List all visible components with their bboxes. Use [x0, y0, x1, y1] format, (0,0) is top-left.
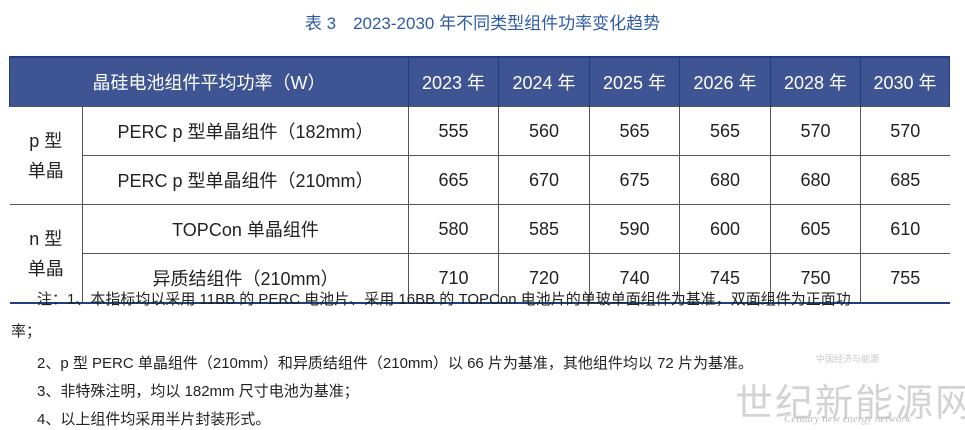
value-cell: 710	[408, 253, 499, 304]
value-cell: 680	[679, 155, 771, 205]
header-label: 晶硅电池组件平均功率（W）	[9, 57, 409, 107]
value-cell: 565	[589, 106, 680, 156]
group-label: p 型 单晶	[9, 106, 83, 205]
value-cell: 680	[770, 155, 861, 205]
year-header: 2024 年	[498, 57, 590, 107]
value-cell: 580	[408, 204, 499, 254]
value-cell: 750	[770, 253, 861, 304]
year-header: 2030 年	[860, 57, 950, 107]
year-header: 2026 年	[679, 57, 771, 107]
row-label: PERC p 型单晶组件（210mm）	[82, 155, 409, 205]
table-row: PERC p 型单晶组件（210mm） 665 670 675 680 680 …	[10, 155, 950, 205]
note-line: 注：1、本指标均以采用 11BB 的 PERC 电池片、采用 16BB 的 TO…	[37, 291, 851, 308]
value-cell: 605	[770, 204, 861, 254]
value-cell: 590	[589, 204, 680, 254]
table-row: 异质结组件（210mm） 710 720 740 745 750 755	[10, 253, 950, 304]
value-cell: 560	[498, 106, 590, 156]
value-cell: 755	[860, 253, 950, 304]
value-cell: 570	[860, 106, 950, 156]
value-cell: 745	[679, 253, 771, 304]
watermark-small: 中国经济与能源	[816, 354, 880, 364]
value-cell: 685	[860, 155, 950, 205]
module-power-table: 晶硅电池组件平均功率（W） 2023 年 2024 年 2025 年 2026 …	[9, 56, 950, 304]
value-cell: 675	[589, 155, 680, 205]
watermark-logo: 世纪新能源网	[735, 381, 965, 425]
value-cell: 610	[860, 204, 950, 254]
watermark-subtitle: Century new energy network	[784, 413, 911, 425]
value-cell: 720	[498, 253, 590, 304]
table-row: n 型 单晶 TOPCon 单晶组件 580 585 590 600 605 6…	[9, 204, 950, 304]
value-cell: 600	[679, 204, 771, 254]
note-line: 3、非特殊注明，均以 182mm 尺寸电池为基准；	[37, 383, 359, 400]
value-cell: 670	[498, 155, 590, 205]
value-cell: 585	[498, 204, 590, 254]
note-line: 2、p 型 PERC 单晶组件（210mm）和异质结组件（210mm）以 66 …	[37, 355, 753, 372]
year-header: 2025 年	[589, 57, 680, 107]
note-line: 率；	[11, 323, 42, 340]
header-row: 晶硅电池组件平均功率（W） 2023 年 2024 年 2025 年 2026 …	[9, 57, 950, 107]
year-header: 2023 年	[408, 57, 499, 107]
table-row: p 型 单晶 PERC p 型单晶组件（182mm） 555 560 565 5…	[9, 106, 950, 205]
group-label: n 型 单晶	[9, 204, 83, 304]
row-label: TOPCon 单晶组件	[82, 204, 409, 254]
value-cell: 555	[408, 106, 499, 156]
year-header: 2028 年	[770, 57, 861, 107]
row-label: PERC p 型单晶组件（182mm）	[82, 106, 409, 156]
value-cell: 665	[408, 155, 499, 205]
value-cell: 565	[679, 106, 771, 156]
table-caption: 表 3 2023-2030 年不同类型组件功率变化趋势	[304, 14, 661, 33]
note-line: 4、以上组件均采用半片封装形式。	[37, 411, 271, 428]
row-label: 异质结组件（210mm）	[82, 253, 409, 304]
value-cell: 570	[770, 106, 861, 156]
